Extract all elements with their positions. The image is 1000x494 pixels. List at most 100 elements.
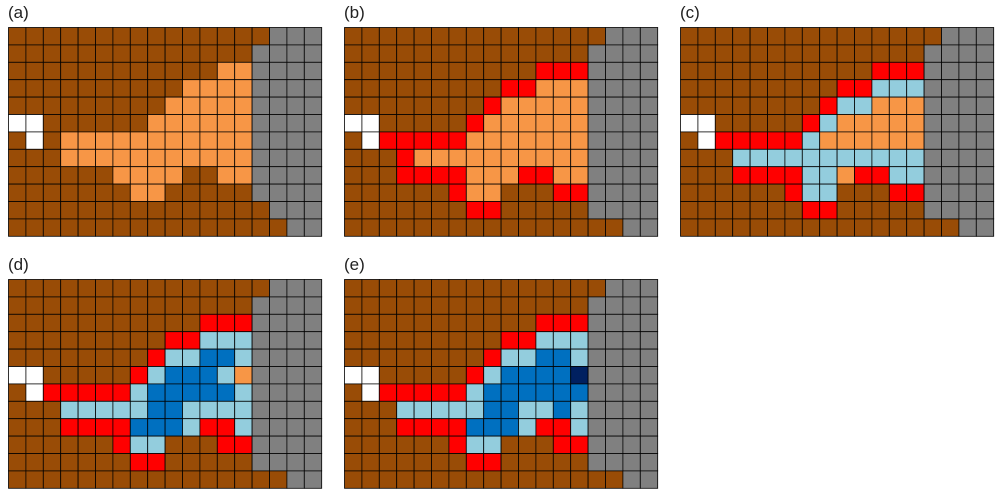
cell-gray (587, 366, 606, 385)
cell-soil (500, 279, 519, 298)
cell-soil (361, 313, 380, 333)
cell-soil (431, 79, 450, 98)
cell-soil (413, 44, 432, 63)
cell-soil (587, 218, 606, 237)
cell-soil (25, 348, 44, 367)
cell-red (182, 331, 201, 350)
cell-orange (871, 114, 890, 133)
cell-soil (77, 348, 96, 367)
cell-soil (714, 96, 734, 115)
cell-gray (587, 400, 606, 420)
cell-soil (378, 27, 398, 46)
cell-soil (732, 44, 751, 63)
cell-red (801, 114, 821, 133)
cell-orange (570, 79, 589, 98)
cell-red (888, 183, 908, 202)
cell-soil (500, 453, 519, 472)
cell-soil (500, 218, 519, 237)
cell-gray (958, 27, 977, 46)
cell-orange (836, 166, 855, 185)
cell-gray (587, 313, 606, 333)
cell-gray (251, 366, 270, 385)
cell-soil (465, 313, 485, 333)
cell-gray (251, 313, 270, 333)
cell-gray (587, 183, 606, 202)
cell-soil (732, 27, 751, 46)
cell-soil (164, 27, 183, 46)
cell-light-blue (888, 166, 908, 185)
cell-soil (378, 470, 398, 489)
cell-soil (42, 148, 62, 168)
cell-gray (605, 435, 624, 454)
cell-red (396, 418, 415, 437)
cell-soil (77, 27, 96, 46)
cell-soil (95, 279, 114, 298)
panel-label-e: (e) (344, 255, 365, 274)
cell-soil (60, 313, 79, 333)
cell-gray (941, 201, 960, 220)
cell-soil (8, 131, 27, 150)
cell-soil (784, 44, 803, 63)
cell-soil (784, 114, 803, 133)
cell-soil (535, 27, 554, 46)
cell-soil (413, 331, 432, 350)
cell-soil (680, 79, 699, 98)
cell-gray (303, 400, 323, 420)
cell-soil (431, 470, 450, 489)
cell-soil (396, 470, 415, 489)
cell-red (77, 418, 96, 437)
cell-soil (483, 218, 502, 237)
cell-gray (303, 435, 323, 454)
cell-soil (199, 218, 218, 237)
cell-gray (639, 313, 659, 333)
cell-soil (396, 96, 415, 115)
cell-soil (465, 279, 485, 298)
cell-red (535, 418, 554, 437)
cell-gray (251, 79, 270, 98)
cell-red (570, 313, 589, 333)
cell-gray (639, 453, 659, 472)
cell-light-blue (871, 79, 890, 98)
cell-soil (164, 279, 183, 298)
cell-red (732, 131, 751, 150)
cell-soil (25, 79, 44, 98)
cell-soil (535, 453, 554, 472)
cell-soil (431, 435, 450, 454)
cell-gray (251, 61, 270, 81)
cell-gray (269, 201, 288, 220)
cell-light-blue (182, 418, 201, 437)
cell-soil (95, 61, 114, 81)
cell-orange (95, 131, 114, 150)
cell-red (552, 61, 572, 81)
cell-soil (448, 27, 467, 46)
cell-blue (500, 418, 519, 437)
cell-orange (234, 148, 253, 168)
cell-soil (199, 27, 218, 46)
cell-soil (552, 296, 572, 315)
cell-red (483, 201, 502, 220)
cell-soil (60, 114, 79, 133)
panel-label-b: (b) (344, 3, 365, 22)
cell-soil (535, 201, 554, 220)
cell-soil (77, 366, 96, 385)
cell-light-blue (570, 418, 589, 437)
cell-soil (361, 296, 380, 315)
cell-gray (622, 44, 641, 63)
cell-light-blue (819, 114, 838, 133)
cell-soil (378, 453, 398, 472)
cell-soil (448, 61, 467, 81)
cell-soil (25, 148, 44, 168)
cell-light-blue (570, 348, 589, 367)
cell-gray (639, 296, 659, 315)
cell-gray (286, 279, 305, 298)
cell-soil (448, 279, 467, 298)
cell-light-blue (147, 435, 166, 454)
cell-red (431, 383, 450, 402)
cell-gray (622, 201, 641, 220)
panel-label-a: (a) (8, 3, 29, 22)
cell-soil (465, 27, 485, 46)
cell-soil (396, 183, 415, 202)
cell-gray (622, 313, 641, 333)
cell-soil (42, 96, 62, 115)
cell-gray (587, 96, 606, 115)
